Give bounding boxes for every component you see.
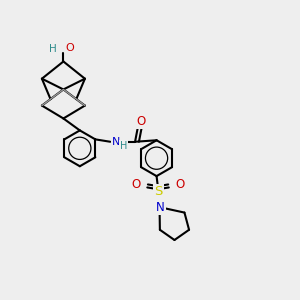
Text: N: N	[112, 137, 121, 147]
Text: H: H	[120, 141, 127, 151]
Text: O: O	[131, 178, 141, 191]
Text: H: H	[49, 44, 57, 54]
Text: O: O	[176, 178, 184, 191]
Text: O: O	[136, 115, 146, 128]
Text: S: S	[154, 185, 162, 198]
Text: N: N	[156, 201, 164, 214]
Text: O: O	[65, 43, 74, 53]
